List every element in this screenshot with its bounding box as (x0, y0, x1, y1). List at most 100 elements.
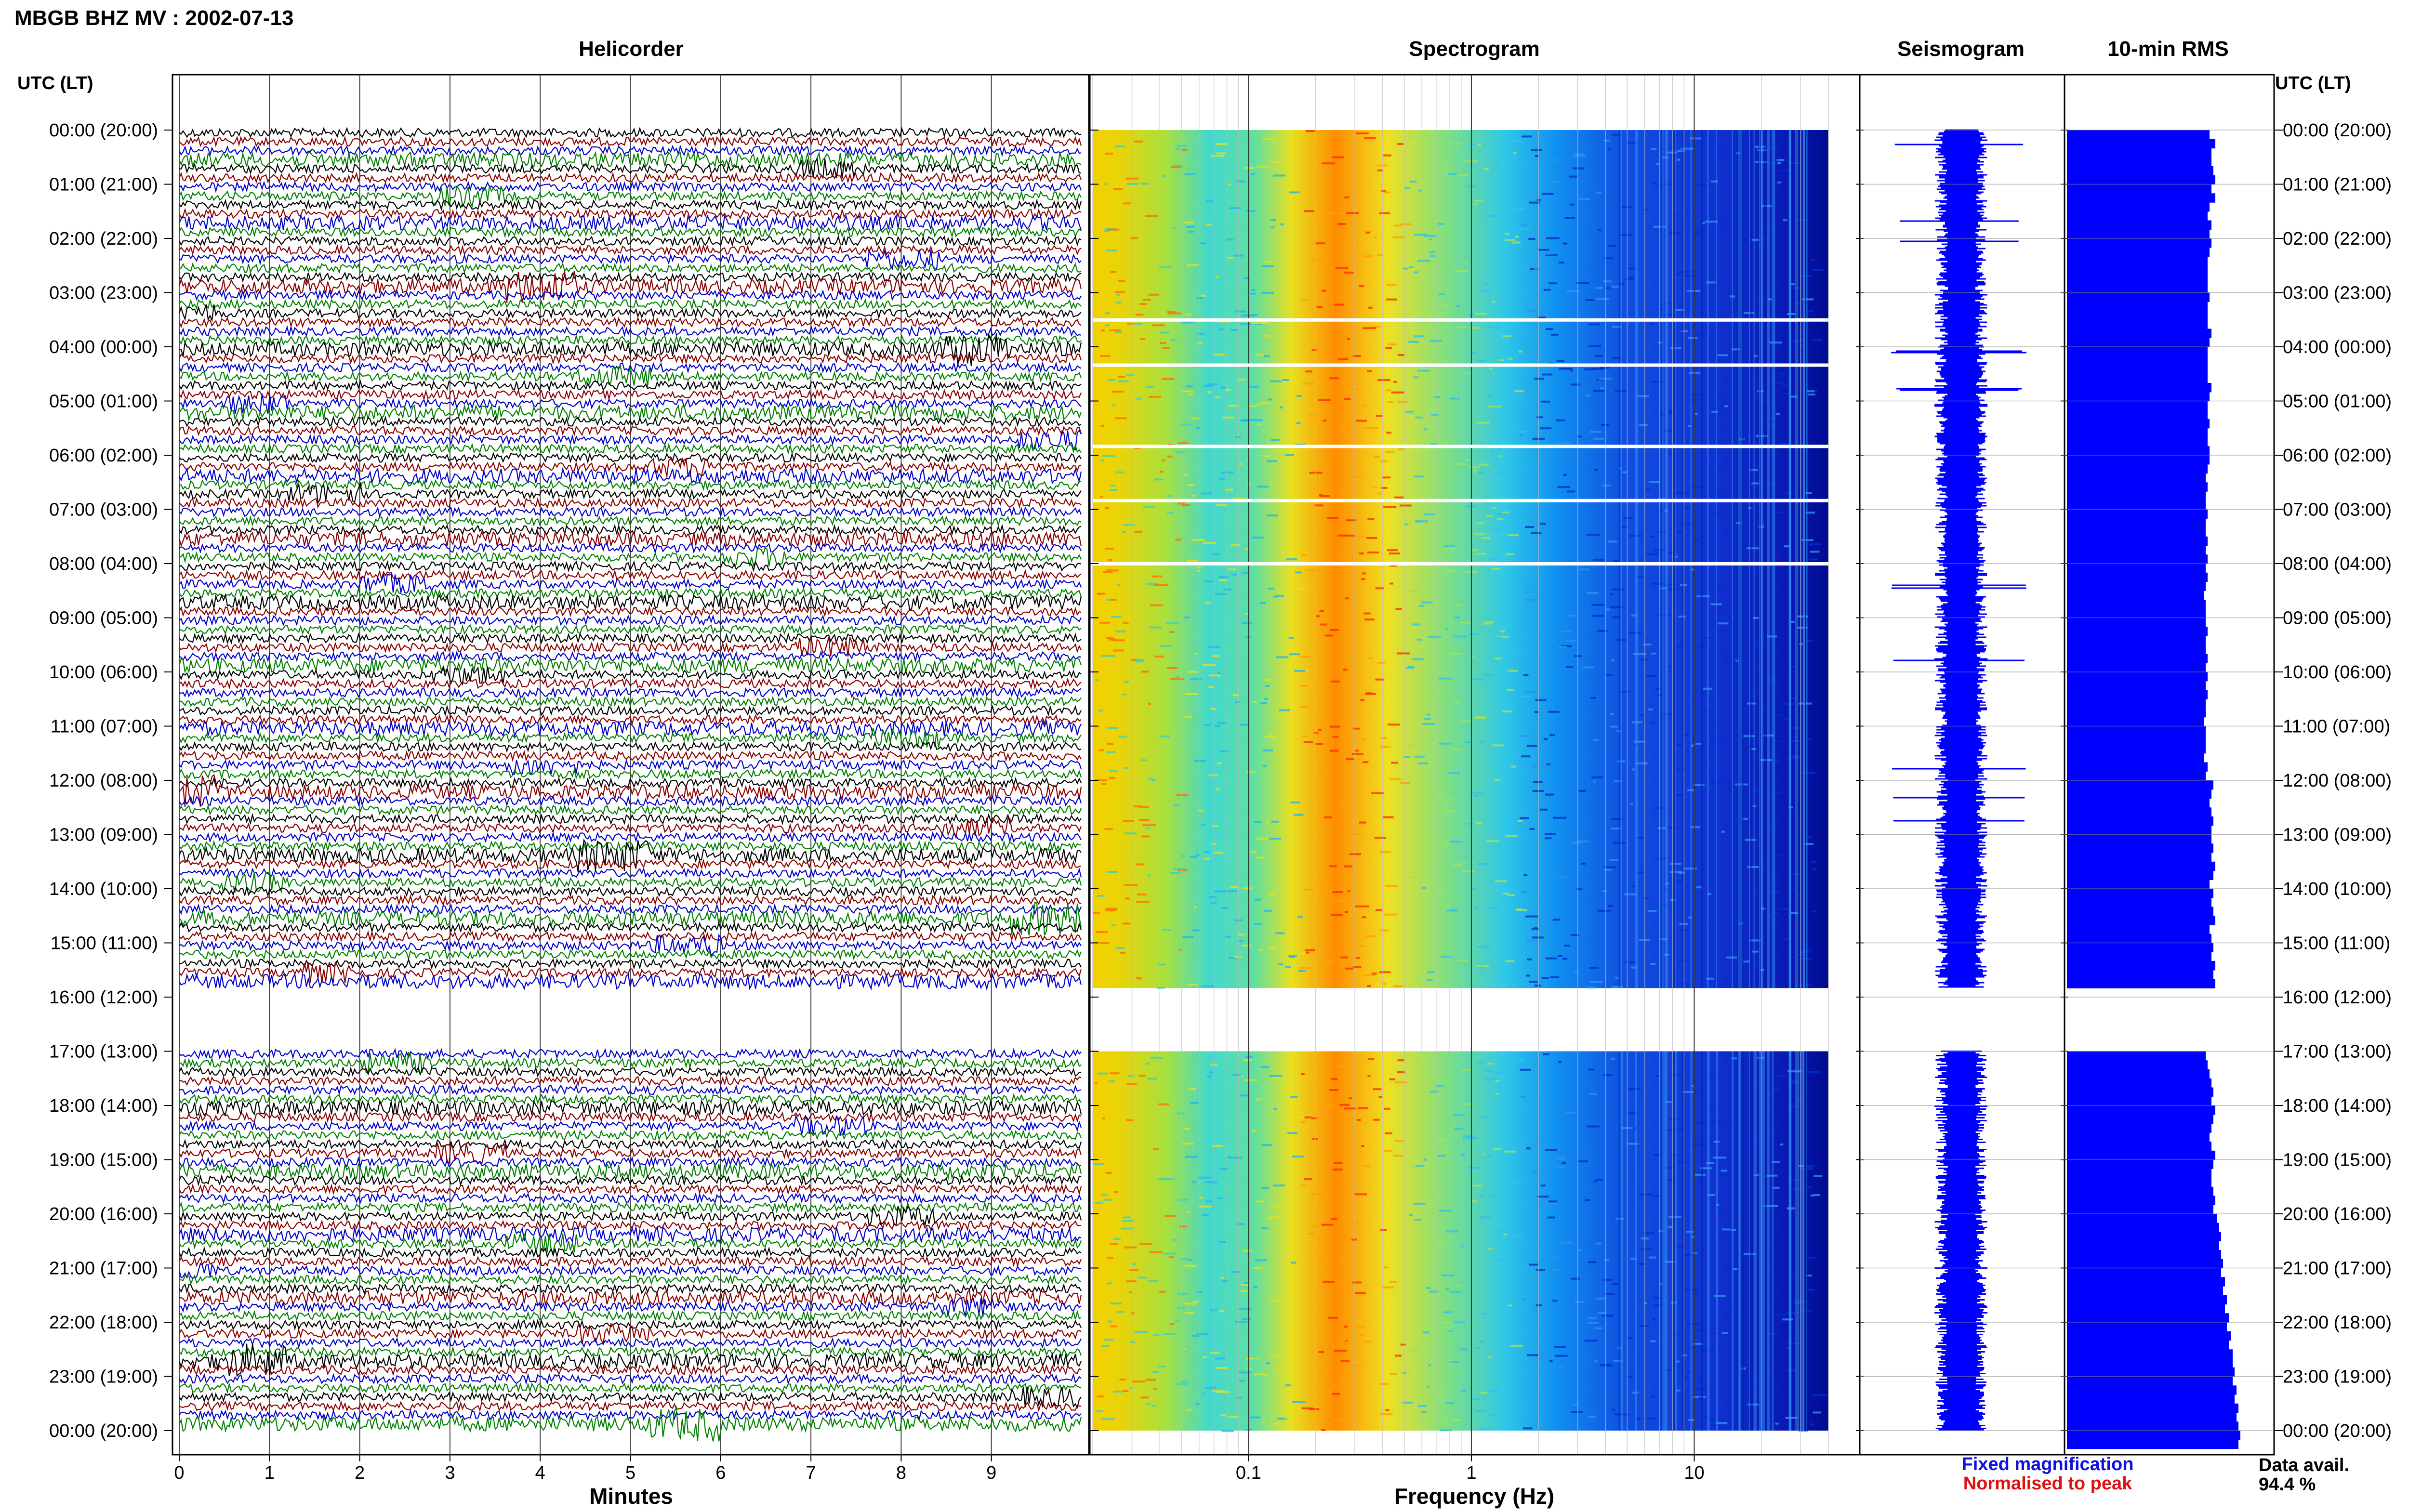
spectrogram-speckle (1203, 851, 1210, 853)
hour-label-right: 18:00 (14:00) (2283, 1096, 2392, 1116)
spectrogram-speckle (1376, 415, 1383, 417)
spectrogram-speckle (1205, 200, 1214, 203)
spectrogram-speckle (1173, 1238, 1178, 1241)
spectrogram-speckle (1756, 299, 1768, 301)
spectrogram-speckle (1136, 863, 1145, 866)
rms-bar (2067, 275, 2208, 284)
spectrogram-speckle (1801, 1168, 1813, 1170)
spectrogram-speckle (1139, 1243, 1152, 1245)
spectrogram-speckle (1276, 656, 1289, 658)
spectrogram-speckle (1217, 762, 1222, 764)
hour-label-left: 06:00 (02:00) (49, 446, 158, 466)
spectrogram-speckle (1514, 390, 1525, 393)
spectrogram-speckle (1479, 463, 1489, 466)
spectrogram-speckle (1632, 721, 1642, 723)
helicorder-xtick-label: 2 (355, 1463, 365, 1483)
spectrogram-speckle (1507, 534, 1519, 537)
spectrogram-speckle (1753, 617, 1759, 619)
hour-label-right: 00:00 (20:00) (2283, 1421, 2392, 1441)
spectrogram-speckle (1212, 553, 1221, 555)
spectrogram-speckle (1424, 428, 1428, 431)
spectrogram-speckle (1549, 1360, 1553, 1362)
helicorder-xtick-label: 3 (445, 1463, 455, 1483)
spectrogram-speckle (1417, 369, 1430, 372)
spectrogram-speckle (1300, 554, 1307, 556)
spectrogram-speckle (1549, 1202, 1556, 1205)
spectrogram-speckle (1160, 331, 1170, 334)
helicorder-trace (179, 1337, 1082, 1349)
spectrogram-speckle (1520, 1068, 1531, 1071)
spectrogram-speckle (1408, 135, 1414, 138)
spectrogram-speckle (1521, 891, 1527, 893)
spectrogram-speckle (1272, 174, 1286, 177)
spectrogram-speckle (1184, 173, 1195, 175)
spectrogram-speckle (1633, 740, 1645, 743)
rms-bar (2067, 1169, 2211, 1178)
spectrogram-speckle (1331, 1218, 1337, 1220)
spectrogram-speckle (1715, 488, 1722, 491)
spectrogram-speckle (1380, 460, 1388, 462)
spectrogram-speckle (1382, 983, 1386, 985)
spectrogram-speckle (1097, 592, 1101, 595)
spectrogram-speckle (1264, 698, 1268, 700)
spectrogram-speckle (1338, 1346, 1343, 1348)
spectrogram-speckle (1593, 390, 1605, 392)
spectrogram-speckle (1382, 476, 1390, 479)
spectrogram-speckle (1558, 1156, 1565, 1158)
spectrogram-speckle (1674, 492, 1687, 495)
spectrogram-speckle (1254, 898, 1262, 901)
spectrogram-streak (1716, 130, 1717, 988)
spectrogram-speckle (1802, 298, 1814, 301)
spectrogram-speckle (1810, 1423, 1814, 1426)
spectrogram-speckle (1108, 1080, 1115, 1083)
spectrogram-speckle (1805, 1166, 1812, 1169)
spectrogram-speckle (1586, 394, 1591, 396)
spectrogram-speckle (1442, 799, 1455, 801)
spectrogram-speckle (1379, 971, 1391, 973)
spectrogram-speckle (1268, 893, 1276, 895)
spectrogram-speckle (1802, 1186, 1811, 1188)
spectrogram-speckle (1787, 1209, 1794, 1211)
spectrogram-speckle (1703, 687, 1712, 690)
spectrogram-speckle (1328, 266, 1334, 268)
spectrogram-speckle (1519, 350, 1523, 353)
spectrogram-speckle (1755, 145, 1767, 148)
spectrogram-speckle (1681, 983, 1690, 985)
helicorder-trace (179, 903, 1082, 916)
spectrogram-speckle (1366, 985, 1371, 987)
spectrogram-speckle (1474, 907, 1478, 909)
spectrogram-speckle (1102, 455, 1115, 457)
spectrogram-speckle (1626, 142, 1638, 144)
spectrogram-speckle (1545, 793, 1554, 796)
spectrogram-speckle (1159, 736, 1170, 737)
spectrogram-speckle (1486, 515, 1493, 517)
spectrogram-speckle (1802, 772, 1815, 774)
spectrogram-speckle (1271, 1205, 1283, 1208)
rms-bar (2067, 979, 2215, 988)
spectrogram-speckle (1095, 779, 1107, 781)
spectrogram-speckle (1450, 841, 1463, 843)
spectrogram-speckle (1550, 976, 1560, 978)
spectrogram-speckle (1813, 269, 1824, 271)
spectrogram-speckle (1119, 951, 1126, 954)
spectrogram-speckle (1245, 1357, 1259, 1360)
spectrogram-speckle (1147, 874, 1151, 877)
spectrogram-speckle (1291, 1262, 1297, 1264)
helicorder-xtick-label: 1 (265, 1463, 275, 1483)
spectrogram-speckle (1734, 679, 1740, 681)
spectrogram-speckle (1129, 1387, 1134, 1389)
helicorder-trace (179, 1162, 1082, 1180)
spectrogram-speckle (1617, 760, 1625, 763)
spectrogram-speckle (1162, 459, 1165, 461)
spectrogram-speckle (1140, 1396, 1149, 1399)
spectrogram-speckle (1811, 259, 1815, 261)
spectrogram-speckle (1798, 1429, 1808, 1432)
spectrogram-speckle (1753, 894, 1758, 896)
spectrogram-speckle (1107, 228, 1120, 231)
rms-bar (2067, 825, 2211, 835)
spectrogram-speckle (1516, 647, 1521, 650)
spectrogram-speckle (1403, 267, 1408, 270)
spectrogram-speckle (1791, 1178, 1804, 1181)
spectrogram-speckle (1590, 697, 1596, 699)
rms-bar (2067, 880, 2210, 889)
